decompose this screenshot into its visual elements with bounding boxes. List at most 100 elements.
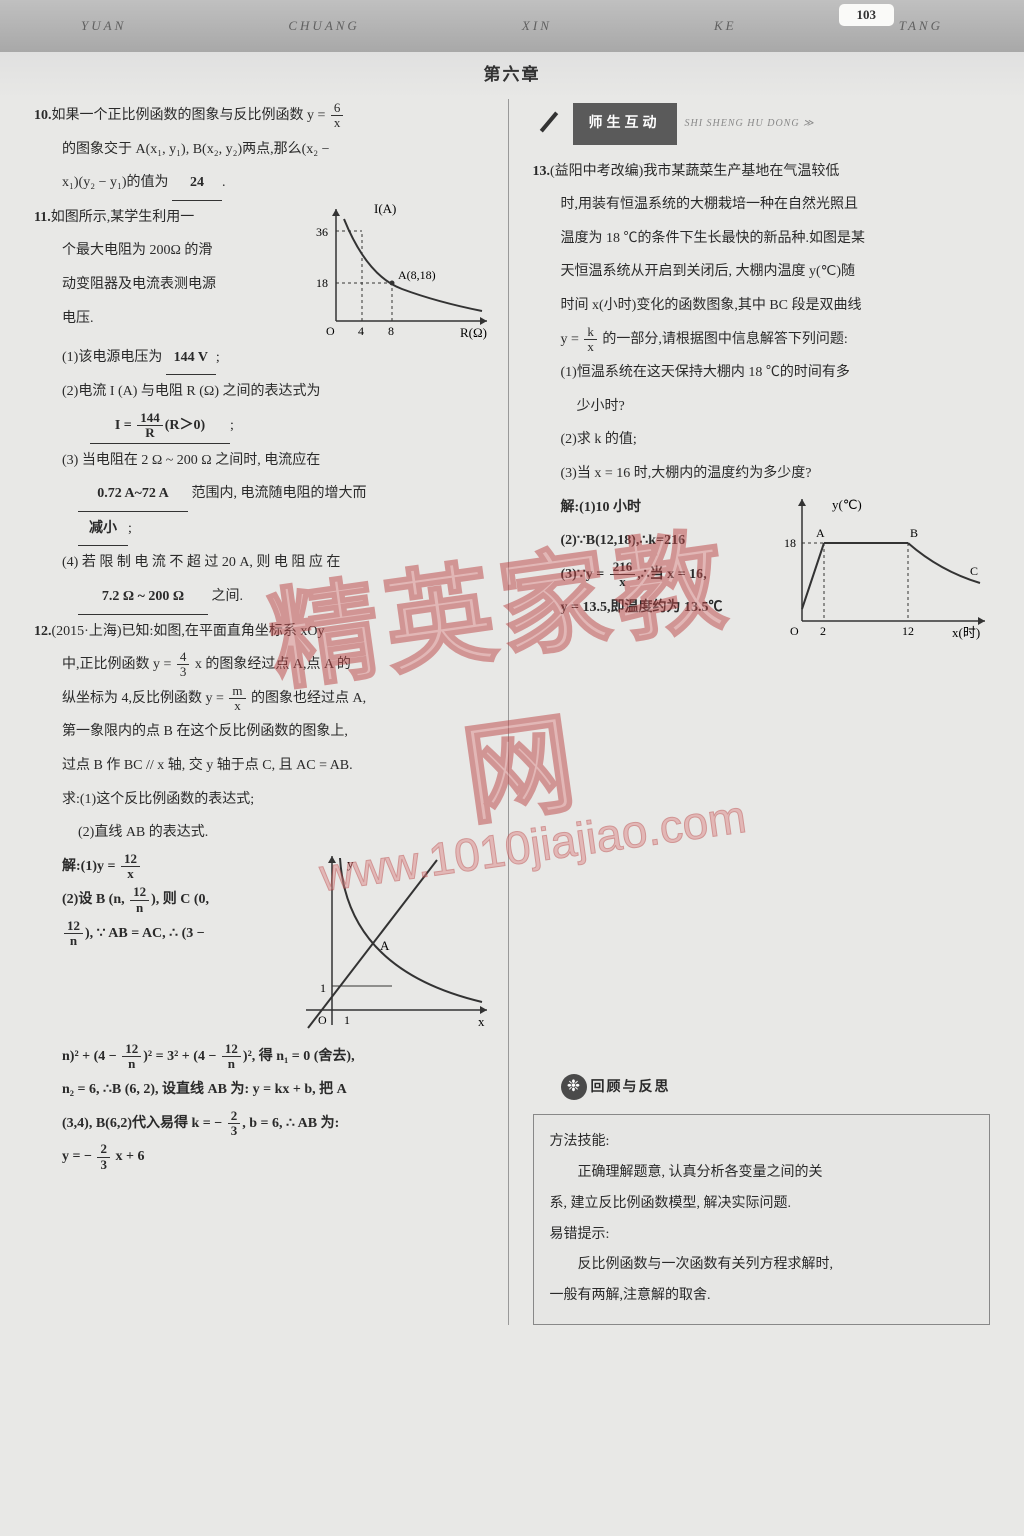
q10-l1: 如果一个正比例函数的图象与反比例函数 y =: [52, 108, 326, 123]
svg-text:A: A: [380, 938, 390, 953]
q11-s3c: ;: [128, 521, 132, 536]
q12-sol4n: 12: [122, 1042, 141, 1057]
hdr-w5: TANG: [899, 18, 943, 34]
chapter-title: 第六章: [0, 52, 1024, 99]
q11-l1: 如图所示,某学生利用一: [51, 210, 195, 225]
q13-l1: (益阳中考改编)我市某蔬菜生产基地在气温较低: [550, 164, 839, 179]
q11-chart: I(A) R(Ω) 36 18 O 4 8 A(8,18): [312, 201, 492, 341]
q11-s3ans2: 减小: [78, 512, 128, 547]
q13-l6n: k: [584, 325, 597, 340]
page-number: 103: [839, 4, 895, 26]
q12-sol6n: 2: [228, 1109, 241, 1124]
q12-sol4d2: n: [222, 1057, 241, 1071]
q10-frac-d: x: [331, 116, 344, 130]
q12-sol4c: )², 得 n₁ = 0 (舍去),: [243, 1049, 355, 1064]
q12-sol3n: 12: [64, 919, 83, 934]
q12-l3n: m: [229, 684, 245, 699]
q11-s1b: ;: [216, 350, 220, 365]
q10-l3-row: x₁)(y₂ − y₁)的值为 24.: [34, 166, 492, 201]
review-title: 回顾与反思: [591, 1071, 671, 1105]
svg-text:y(℃): y(℃): [832, 497, 862, 512]
q12-sol1n: 12: [121, 852, 140, 867]
svg-text:18: 18: [316, 276, 328, 290]
q12-l4: 第一象限内的点 B 在这个反比例函数的图象上,: [34, 715, 492, 749]
q13-l6d: x: [584, 340, 597, 354]
q12-l1: (2015·上海)已知:如图,在平面直角坐标系 xOy: [52, 624, 325, 639]
q12-sol5: n₂ = 6, ∴B (6, 2), 设直线 AB 为: y = kx + b,…: [62, 1082, 347, 1097]
q11-xlabel: R(Ω): [460, 325, 487, 340]
q11-s2n: 144: [137, 411, 163, 426]
q12-sol3d: n: [64, 934, 83, 948]
q11-s2b: ;: [230, 418, 234, 433]
q11-s2post: (R＞0): [165, 418, 205, 433]
q13-sol3a: (3)∵y =: [561, 567, 605, 582]
q12-sol4d: n: [122, 1057, 141, 1071]
q12-sol7b: x + 6: [115, 1149, 144, 1164]
q12-l2d: 3: [177, 665, 190, 679]
q11-s3a: (3) 当电阻在 2 Ω ~ 200 Ω 之间时, 电流应在: [34, 444, 492, 478]
svg-text:2: 2: [820, 624, 826, 638]
review-title-row: ❉ 回顾与反思: [553, 1071, 1011, 1105]
q12-l3d: x: [229, 699, 245, 713]
hdr-w3: XIN: [522, 18, 552, 34]
q12-l2n: 4: [177, 650, 190, 665]
q13-sol3d: x: [610, 575, 636, 589]
svg-text:O: O: [318, 1013, 327, 1027]
svg-text:B: B: [910, 526, 918, 540]
q10-num: 10.: [34, 108, 52, 123]
q11-s4b: 之间.: [212, 589, 244, 604]
rev-p2: 系, 建立反比例函数模型, 解决实际问题.: [550, 1189, 974, 1220]
q13-sol1: 解:(1)10 小时: [561, 500, 642, 515]
q13-sol3n: 216: [610, 560, 636, 575]
q10: 10.如果一个正比例函数的图象与反比例函数 y = 6x: [34, 99, 492, 133]
q13-num: 13.: [533, 164, 551, 179]
q10-frac-n: 6: [331, 101, 344, 116]
q11: I(A) R(Ω) 36 18 O 4 8 A(8,18) 11.如图所示,某学…: [34, 201, 492, 615]
q12-sol7a: y = −: [62, 1149, 92, 1164]
q10-l3b: .: [222, 175, 226, 190]
q12-num: 12.: [34, 624, 52, 639]
svg-text:8: 8: [388, 324, 394, 338]
q11-s1a: (1)该电源电压为: [62, 350, 162, 365]
q12-sol6d: 3: [228, 1124, 241, 1138]
hdr-w2: CHUANG: [288, 18, 359, 34]
q11-ylabel: I(A): [374, 201, 396, 216]
q12-l2b: x 的图象经过点 A,点 A 的: [195, 657, 351, 672]
q12-sol2d: n: [130, 901, 149, 915]
q11-s4a: (4) 若 限 制 电 流 不 超 过 20 A, 则 电 阻 应 在: [34, 546, 492, 580]
q12-l7: (2)直线 AB 的表达式.: [34, 816, 492, 850]
svg-text:1: 1: [344, 1013, 350, 1027]
rev-h2: 易错提示:: [550, 1220, 974, 1251]
q13-l4: 天恒温系统从开启到关闭后, 大棚内温度 y(℃)随: [533, 255, 991, 289]
svg-text:36: 36: [316, 225, 328, 239]
svg-text:O: O: [326, 324, 335, 338]
q12-sol6a: (3,4), B(6,2)代入易得 k = −: [62, 1116, 222, 1131]
review-box: 方法技能: 正确理解题意, 认真分析各变量之间的关 系, 建立反比例函数模型, …: [533, 1114, 991, 1325]
q12-l6: 求:(1)这个反比例函数的表达式;: [34, 783, 492, 817]
q13-sol2: (2)∵B(12,18),∴k=216: [561, 533, 686, 548]
q11-s2pre: I =: [115, 418, 132, 433]
section-sub: SHI SHENG HU DONG ≫: [685, 112, 815, 136]
rev-p3: 反比例函数与一次函数有关列方程求解时,: [550, 1250, 974, 1281]
svg-text:O: O: [790, 624, 799, 638]
svg-text:x(时): x(时): [952, 625, 980, 640]
hdr-w4: KE: [714, 18, 737, 34]
svg-text:18: 18: [784, 536, 796, 550]
q13: 13.(益阳中考改编)我市某蔬菜生产基地在气温较低 时,用装有恒温系统的大棚栽培…: [533, 155, 991, 641]
rev-p4: 一般有两解,注意解的取舍.: [550, 1281, 974, 1312]
q12-l3b: 的图象也经过点 A,: [251, 691, 366, 706]
q12-sol4n2: 12: [222, 1042, 241, 1057]
q12-sol7n: 2: [97, 1142, 110, 1157]
q10-l3: x₁)(y₂ − y₁)的值为: [62, 175, 169, 190]
q10-l2: 的图象交于 A(x₁, y₁), B(x₂, y₂)两点,那么(x₂ −: [34, 133, 492, 167]
q11-s1ans: 144 V: [166, 341, 216, 376]
section-header: 师生互动 SHI SHENG HU DONG ≫: [533, 103, 991, 145]
svg-text:C: C: [970, 564, 978, 578]
left-column: 10.如果一个正比例函数的图象与反比例函数 y = 6x 的图象交于 A(x₁,…: [34, 99, 509, 1325]
q10-ans: 24: [172, 166, 222, 201]
q13-sol4: y = 13.5,即温度约为 13.5℃: [561, 600, 723, 615]
q12-sol2a: (2)设 B (n,: [62, 892, 125, 907]
q13-l2: 时,用装有恒温系统的大棚栽培一种在自然光照且: [533, 188, 991, 222]
svg-text:x: x: [478, 1014, 485, 1029]
q13-s3: (3)当 x = 16 时,大棚内的温度约为多少度?: [533, 457, 991, 491]
